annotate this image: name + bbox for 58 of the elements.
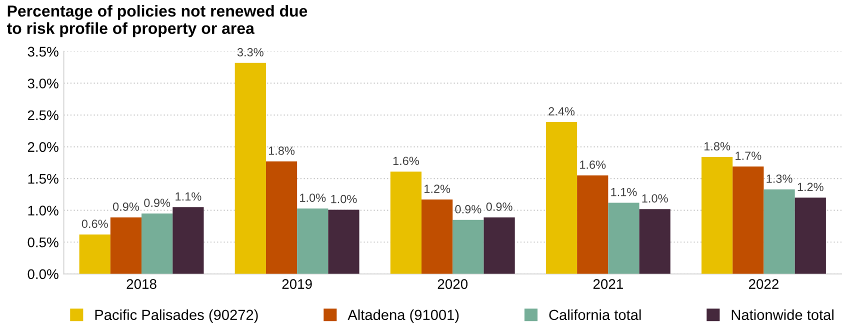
y-tick-label: 0.0%: [28, 269, 58, 280]
bar: [142, 214, 173, 274]
bar: [422, 200, 453, 274]
data-label: 1.1%: [176, 192, 202, 201]
data-label: 0.9%: [112, 202, 140, 211]
data-label: 0.6%: [82, 220, 108, 228]
y-tick-label: 1.0%: [28, 206, 58, 216]
data-label: 1.6%: [393, 156, 419, 166]
bar: [794, 198, 826, 274]
y-tick-label: 3.0%: [28, 78, 58, 88]
data-label: 2.4%: [548, 107, 575, 116]
legend-label: California total: [549, 309, 641, 320]
data-label: 0.9%: [455, 205, 482, 214]
bar: [328, 210, 360, 274]
y-tick-label: 1.5%: [28, 174, 58, 184]
bar: [110, 217, 142, 274]
data-label: 1.8%: [268, 146, 295, 155]
bar: [608, 202, 640, 274]
legend-label: Pacific Palisades (90272): [95, 309, 258, 323]
chart-title: Percentage of policies not renewed due to risk profile of property or area: [6, 4, 308, 38]
data-label: 1.0%: [331, 194, 357, 204]
data-label: 1.1%: [611, 188, 637, 196]
bar: [702, 156, 733, 274]
bar: [732, 166, 764, 274]
y-tick-label: 0.5%: [28, 237, 58, 248]
bar: [577, 175, 608, 274]
x-tick-label: 2019: [282, 279, 312, 289]
x-tick-label: 2018: [126, 279, 156, 289]
bar: [639, 209, 670, 274]
bar: [452, 220, 484, 274]
bar: [297, 208, 328, 274]
data-label: 1.3%: [766, 174, 792, 183]
x-tick-label: 2022: [748, 279, 778, 289]
data-label: 1.0%: [300, 194, 326, 202]
bar: [266, 161, 298, 274]
data-label: 0.9%: [144, 198, 170, 208]
bar: [234, 62, 266, 274]
data-label: 0.9%: [486, 202, 512, 211]
y-tick-label: 2.5%: [28, 110, 58, 120]
bar: [79, 234, 110, 274]
y-tick-label: 3.5%: [28, 46, 58, 57]
data-label: 1.8%: [704, 142, 730, 150]
data-label: 3.3%: [237, 48, 264, 56]
data-label: 1.7%: [736, 152, 762, 160]
bar: [390, 172, 422, 274]
x-tick-label: 2021: [593, 279, 623, 289]
y-tick-label: 2.0%: [28, 142, 58, 152]
data-label: 1.6%: [580, 160, 606, 169]
x-tick-label: 2020: [438, 279, 468, 289]
bar: [764, 189, 795, 274]
legend-label: Altadena (91001): [348, 309, 459, 323]
bar: [484, 217, 515, 274]
data-label: 1.2%: [798, 182, 824, 192]
bar: [172, 207, 204, 274]
legend-label: Nationwide total: [732, 309, 834, 320]
data-label: 1.0%: [642, 194, 668, 203]
data-label: 1.2%: [424, 184, 450, 193]
bar: [546, 122, 578, 274]
